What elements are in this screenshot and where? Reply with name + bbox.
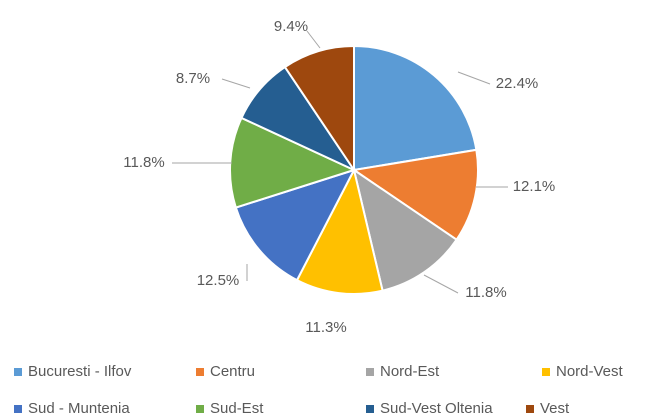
- legend-swatch: [526, 405, 534, 413]
- data-label: 8.7%: [176, 70, 210, 87]
- leader-lines: [172, 30, 508, 294]
- legend-label: Sud - Muntenia: [28, 400, 130, 417]
- legend-swatch: [14, 405, 22, 413]
- data-label: 11.8%: [465, 284, 506, 301]
- pie-slices: [229, 44, 479, 295]
- legend-swatch: [14, 368, 22, 376]
- leader-line: [457, 71, 491, 85]
- legend-label: Nord-Vest: [556, 363, 624, 380]
- legend-label: Vest: [540, 400, 570, 417]
- legend-label: Sud-Est: [210, 400, 264, 417]
- pie-slice: [351, 148, 479, 242]
- data-label: 11.3%: [305, 319, 346, 336]
- data-label: 9.4%: [274, 18, 308, 35]
- leader-line: [306, 30, 321, 49]
- data-labels: 22.4% 12.1% 11.8% 11.3% 12.5% 11.8% 8.7% 9.4%: [123, 18, 555, 336]
- legend-swatch: [196, 405, 204, 413]
- legend-label: Sud-Vest Oltenia: [380, 400, 493, 417]
- legend-swatch: [366, 405, 374, 413]
- pie-slice: [352, 167, 458, 292]
- legend-swatch: [366, 368, 374, 376]
- legend-swatch: [196, 368, 204, 376]
- legend-label: Nord-Est: [380, 363, 440, 380]
- legend-label: Bucuresti - Ilfov: [28, 363, 132, 380]
- pie-slice: [353, 44, 478, 172]
- legend-label: Centru: [210, 363, 255, 380]
- leader-line: [423, 274, 459, 294]
- pie-slice: [295, 167, 384, 295]
- legend: Bucuresti - Ilfov Centru Nord-Est Nord-Vest…: [14, 363, 624, 417]
- legend-swatch: [542, 368, 550, 376]
- data-label: 12.5%: [197, 272, 240, 289]
- data-label: 11.8%: [123, 154, 164, 171]
- data-label: 22.4%: [496, 75, 539, 92]
- leader-line: [221, 78, 251, 89]
- pie-slice: [283, 44, 355, 174]
- pie-slice: [234, 168, 356, 282]
- data-label: 12.1%: [513, 178, 556, 195]
- pie-slice: [229, 116, 357, 209]
